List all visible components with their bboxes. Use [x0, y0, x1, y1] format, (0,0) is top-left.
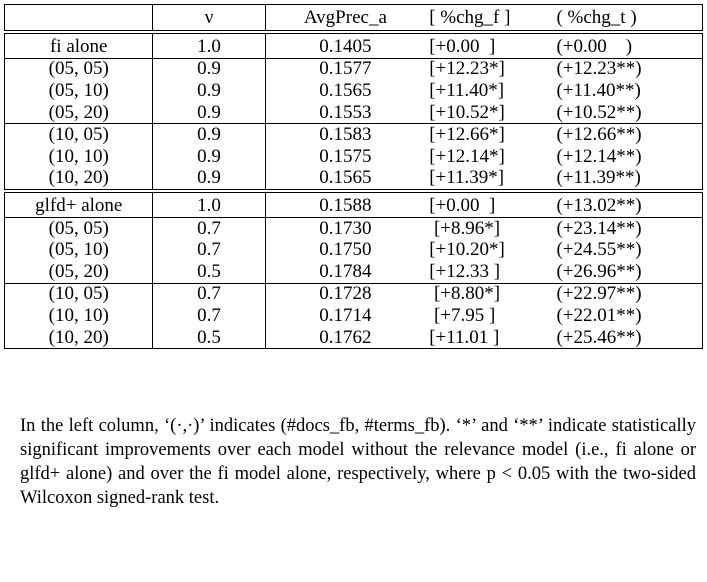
table-cell: 0.7	[152, 239, 266, 261]
table-cell: fi alone	[3, 29, 154, 59]
table-cell: (10, 20)	[3, 167, 154, 192]
table-caption: In the left column, ‘(·,·)’ indicates (#…	[20, 416, 696, 508]
table-cell: 0.1577	[265, 57, 426, 81]
table-cell: 0.1714	[319, 304, 372, 326]
table-cell: (10, 05)	[3, 123, 154, 146]
table-cell: (+11.39**)	[552, 167, 704, 192]
table-cell: 0.9	[152, 123, 266, 146]
table-cell: [+0.00 ]	[425, 29, 553, 59]
table-cell: 0.9	[152, 57, 266, 81]
table-cell: (05, 20)	[3, 260, 154, 284]
table-cell: 0.1553	[319, 101, 372, 123]
table-cell: (+26.96**)	[552, 260, 704, 284]
table-row: glfd+ alone 1.0 0.1588 [+0.00 ] (+13.02**)	[3, 189, 704, 218]
table-row: fi alone 1.0 0.1405 [+0.00 ] (+0.00 )	[3, 29, 704, 59]
table-cell: 0.7	[152, 282, 266, 306]
table-cell: 0.5	[152, 260, 266, 284]
column-header	[3, 4, 154, 32]
table-cell: 0.1728	[265, 282, 426, 306]
table-cell: (+22.97**)	[552, 282, 704, 306]
table-row: (10, 05) 0.7 0.1728 [+8.80*] (+22.97**)	[3, 282, 704, 306]
table-cell: [+8.80*]	[425, 282, 553, 306]
table-cell: (+11.40**)	[552, 80, 704, 102]
table-cell: (+25.46**)	[552, 326, 704, 350]
table-row: (05, 20) 0.5 0.1784 [+12.33 ] (+26.96**)	[3, 260, 704, 284]
table-cell: 0.9	[152, 80, 266, 102]
table-cell: 0.1575	[319, 145, 372, 167]
table-cell: 0.9	[152, 145, 266, 168]
table-row: (05, 05) 0.7 0.1730 [+8.96*] (+23.14**)	[3, 216, 704, 240]
table-cell: 0.1762	[265, 326, 426, 350]
table-cell: [+11.01 ]	[425, 326, 553, 350]
table-cell: [+12.23*]	[425, 57, 553, 81]
table-cell: (05, 10)	[3, 80, 154, 102]
table-cell: 0.1784	[319, 260, 372, 282]
table-row: (10, 05) 0.9 0.1583 [+12.66*] (+12.66**)	[3, 123, 704, 146]
table-cell: (+12.14**)	[552, 145, 704, 168]
table-cell: 0.1730	[265, 216, 426, 240]
table-cell: [+12.66*]	[425, 123, 553, 146]
table-cell: (+12.23**)	[552, 57, 704, 81]
column-header: [ %chg_f ]	[425, 4, 553, 32]
table-cell: (+24.55**)	[552, 239, 704, 261]
results-table: ν AvgPrec_a[ %chg_f ]( %chg_t ) fi alone 1.…	[3, 4, 704, 350]
table-row: (10, 20) 0.9 0.1565 [+11.39*] (+11.39**)	[3, 167, 704, 192]
table-cell: 0.1565	[319, 167, 372, 189]
table-row: (10, 10) 0.9 0.1575 [+12.14*] (+12.14**)	[3, 145, 704, 168]
table-row: (05, 05) 0.9 0.1577 [+12.23*] (+12.23**)	[3, 57, 704, 81]
column-header: ν	[152, 4, 266, 32]
table-cell: [+7.95 ]	[429, 304, 496, 326]
table-cell: [+12.33 ]	[429, 260, 501, 282]
table-cell: [+11.40*]	[429, 79, 505, 101]
table-cell: 1.0	[152, 189, 266, 218]
table-cell: (10, 20)	[3, 326, 154, 350]
table-cell: 1.0	[152, 29, 266, 59]
table-cell: (05, 05)	[3, 57, 154, 81]
table-cell: 0.9	[152, 101, 266, 124]
table-cell: (+23.14**)	[552, 216, 704, 240]
table-row: (10, 20) 0.5 0.1762 [+11.01 ] (+25.46**)	[3, 326, 704, 350]
table-row: (05, 10) 0.9 0.1565 [+11.40*] (+11.40**)	[3, 79, 704, 102]
table-cell: [+10.52*]	[429, 101, 505, 123]
table-cell: 0.5	[152, 326, 266, 350]
table-cell: 0.7	[152, 216, 266, 240]
table-cell: (10, 10)	[3, 145, 154, 168]
table-cell: 0.1588	[265, 189, 426, 218]
table-cell: (05, 10)	[3, 239, 154, 261]
table-cell: 0.1565	[319, 79, 372, 101]
table-cell: [+12.14*]	[429, 145, 505, 167]
table-row: (10, 10) 0.7 0.1714 [+7.95 ] (+22.01**)	[3, 304, 704, 327]
table-cell: 0.1583	[265, 123, 426, 146]
table-cell: (+13.02**)	[552, 189, 704, 218]
table-row: (05, 20) 0.9 0.1553 [+10.52*] (+10.52**)	[3, 101, 704, 124]
column-header: ( %chg_t )	[552, 4, 704, 32]
table-row: (05, 10) 0.7 0.1750 [+10.20*] (+24.55**)	[3, 239, 704, 261]
table-cell: (10, 10)	[3, 305, 154, 327]
table-cell: [+0.00 ]	[425, 189, 553, 218]
table-cell: 0.9	[152, 167, 266, 192]
table-cell: glfd+ alone	[3, 189, 154, 218]
table-cell: 0.7	[152, 305, 266, 327]
column-header: AvgPrec_a	[265, 4, 426, 32]
table-cell: [+11.39*]	[429, 167, 505, 189]
table-cell: (05, 05)	[3, 216, 154, 240]
table-cell: (+22.01**)	[552, 305, 704, 327]
table-cell: [+8.96*]	[425, 216, 553, 240]
table-cell: (+12.66**)	[552, 123, 704, 146]
table-cell: (+0.00 )	[552, 29, 704, 59]
table-cell: (+10.52**)	[552, 101, 704, 124]
table-cell: (05, 20)	[3, 101, 154, 124]
table-cell: (10, 05)	[3, 282, 154, 306]
results-table-container: ν AvgPrec_a[ %chg_f ]( %chg_t ) fi alone 1.…	[3, 4, 704, 350]
table-cell: 0.1405	[265, 29, 426, 59]
table-cell: 0.1750	[319, 239, 372, 261]
header-row: ν AvgPrec_a[ %chg_f ]( %chg_t )	[3, 4, 704, 32]
table-cell: [+10.20*]	[429, 239, 505, 261]
